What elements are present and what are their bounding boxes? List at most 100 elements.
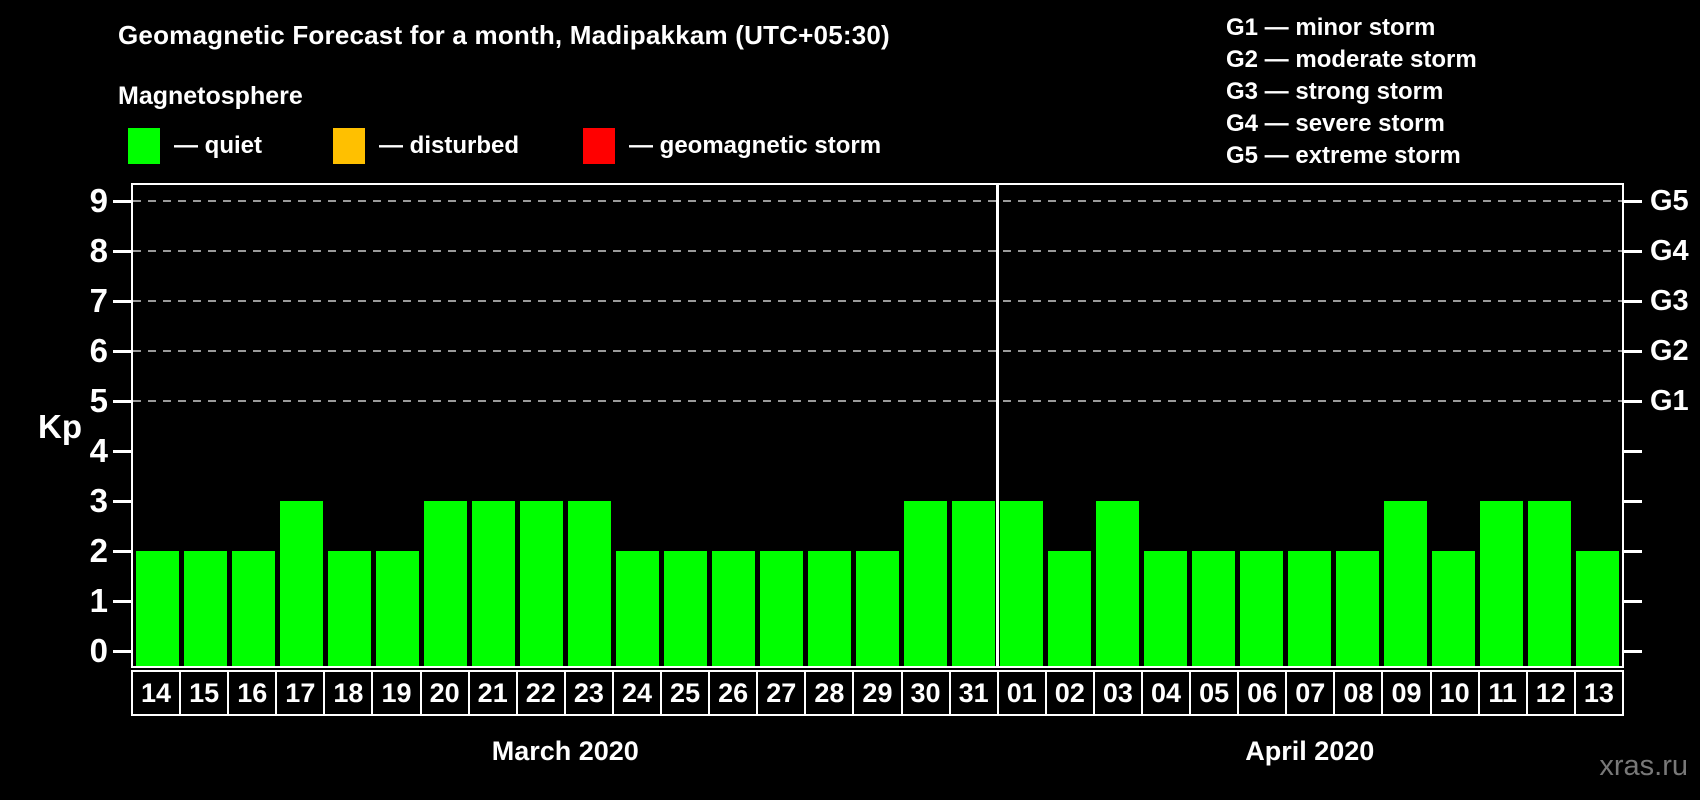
gridline-kp-7	[133, 300, 1622, 302]
y-tick-mark-left	[113, 550, 131, 553]
g2-legend-line: G2 — moderate storm	[1226, 46, 1477, 73]
y-tick-label-7: 7	[89, 282, 108, 319]
y-tick-label-1: 1	[89, 582, 108, 619]
day-cell-28: 28	[804, 670, 855, 716]
day-cell-10: 10	[1429, 670, 1480, 716]
y-tick-mark-right	[1624, 400, 1642, 403]
day-cell-06: 06	[1237, 670, 1288, 716]
legend-label-geomagnetic-storm: — geomagnetic storm	[629, 132, 882, 159]
kp-bar-day-26	[711, 551, 755, 666]
day-cell-03: 03	[1092, 670, 1143, 716]
day-cell-16: 16	[227, 670, 278, 716]
g3-legend-line: G3 — strong storm	[1226, 78, 1444, 105]
kp-bar-day-25	[663, 551, 707, 666]
kp-bar-day-11	[1480, 501, 1524, 666]
gridline-kp-9	[133, 200, 1622, 202]
kp-bar-day-04	[1144, 551, 1188, 666]
y-tick-mark-left	[113, 400, 131, 403]
kp-bar-day-08	[1336, 551, 1380, 666]
kp-bar-day-03	[1096, 501, 1140, 666]
quiet-color-swatch	[128, 128, 160, 164]
g1-legend-line: G1 — minor storm	[1226, 14, 1436, 41]
g4-legend-line: G4 — severe storm	[1226, 110, 1445, 137]
g5-legend-line: G5 — extreme storm	[1226, 142, 1461, 169]
y-tick-mark-right	[1624, 600, 1642, 603]
day-cell-11: 11	[1477, 670, 1528, 716]
kp-bar-day-18	[327, 551, 371, 666]
kp-bar-day-30	[904, 501, 948, 666]
day-cell-23: 23	[563, 670, 614, 716]
kp-bar-day-02	[1048, 551, 1092, 666]
day-cell-12: 12	[1525, 670, 1576, 716]
g-scale-label-G3: G3	[1650, 285, 1689, 317]
y-tick-mark-right	[1624, 500, 1642, 503]
plot-area	[131, 183, 1624, 668]
day-cell-26: 26	[708, 670, 759, 716]
kp-bar-day-24	[615, 551, 659, 666]
plot-inner	[133, 185, 1622, 666]
y-tick-label-2: 2	[89, 532, 108, 569]
y-tick-label-3: 3	[89, 482, 108, 519]
disturbed-color-swatch	[333, 128, 365, 164]
y-tick-label-9: 9	[89, 182, 108, 219]
kp-bar-day-23	[567, 501, 611, 666]
page-title: Geomagnetic Forecast for a month, Madipa…	[118, 20, 890, 50]
y-tick-mark-left	[113, 450, 131, 453]
kp-bar-day-05	[1192, 551, 1236, 666]
day-cell-13: 13	[1573, 670, 1624, 716]
day-cell-08: 08	[1333, 670, 1384, 716]
g-scale-legend: G1 — minor storm G2 — moderate storm G3 …	[1226, 12, 1477, 172]
g-scale-label-G4: G4	[1650, 235, 1689, 267]
legend-item-disturbed: — disturbed	[333, 126, 519, 166]
month-label: March 2020	[491, 736, 639, 766]
day-axis: 14 15 16 17 18 19 20 21 22 23 24 25 26 27 28 29 30 31 01 02…	[131, 670, 1624, 716]
gridline-kp-6	[133, 350, 1622, 352]
kp-bar-day-06	[1240, 551, 1284, 666]
y-tick-mark-right	[1624, 200, 1642, 203]
y-tick-label-6: 6	[89, 332, 108, 369]
y-tick-mark-left	[113, 500, 131, 503]
day-cell-07: 07	[1285, 670, 1336, 716]
month-divider	[996, 185, 1000, 666]
kp-bar-day-17	[279, 501, 323, 666]
kp-bar-day-19	[375, 551, 419, 666]
kp-bar-day-22	[519, 501, 563, 666]
g-scale-label-G2: G2	[1650, 335, 1689, 367]
day-cell-24: 24	[611, 670, 663, 716]
day-cell-20: 20	[419, 670, 470, 716]
kp-bar-day-01	[1000, 501, 1044, 666]
day-cell-19: 19	[371, 670, 422, 716]
storm-color-swatch	[583, 128, 615, 164]
y-tick-label-0: 0	[89, 632, 108, 669]
y-tick-label-8: 8	[89, 232, 108, 269]
kp-bar-day-12	[1528, 501, 1572, 666]
day-cell-17: 17	[275, 670, 326, 716]
magnetosphere-label: Magnetosphere	[118, 82, 303, 110]
legend-item-geomagnetic-storm: — geomagnetic storm	[583, 126, 881, 166]
day-cell-31: 31	[948, 670, 999, 716]
legend-label-quiet: — quiet	[174, 132, 262, 159]
kp-bar-day-16	[231, 551, 275, 666]
y-tick-mark-right	[1624, 650, 1642, 653]
y-tick-label-5: 5	[89, 382, 108, 419]
kp-bar-day-14	[135, 551, 179, 666]
y-tick-mark-right	[1624, 550, 1642, 553]
gridline-kp-8	[133, 250, 1622, 252]
kp-bar-day-31	[952, 501, 996, 666]
kp-bar-day-09	[1384, 501, 1428, 666]
g-scale-label-G5: G5	[1650, 185, 1689, 217]
y-tick-mark-left	[113, 250, 131, 253]
day-cell-05: 05	[1189, 670, 1240, 716]
kp-bar-day-15	[183, 551, 227, 666]
watermark: xras.ru	[1599, 750, 1688, 782]
kp-bar-day-27	[759, 551, 803, 666]
day-cell-09: 09	[1381, 670, 1432, 716]
day-cell-04: 04	[1140, 670, 1192, 716]
g-scale-label-G1: G1	[1650, 385, 1689, 417]
y-tick-mark-left	[113, 350, 131, 353]
day-cell-14: 14	[131, 670, 182, 716]
day-cell-01: 01	[996, 670, 1047, 716]
day-cell-30: 30	[900, 670, 951, 716]
y-tick-mark-right	[1624, 450, 1642, 453]
